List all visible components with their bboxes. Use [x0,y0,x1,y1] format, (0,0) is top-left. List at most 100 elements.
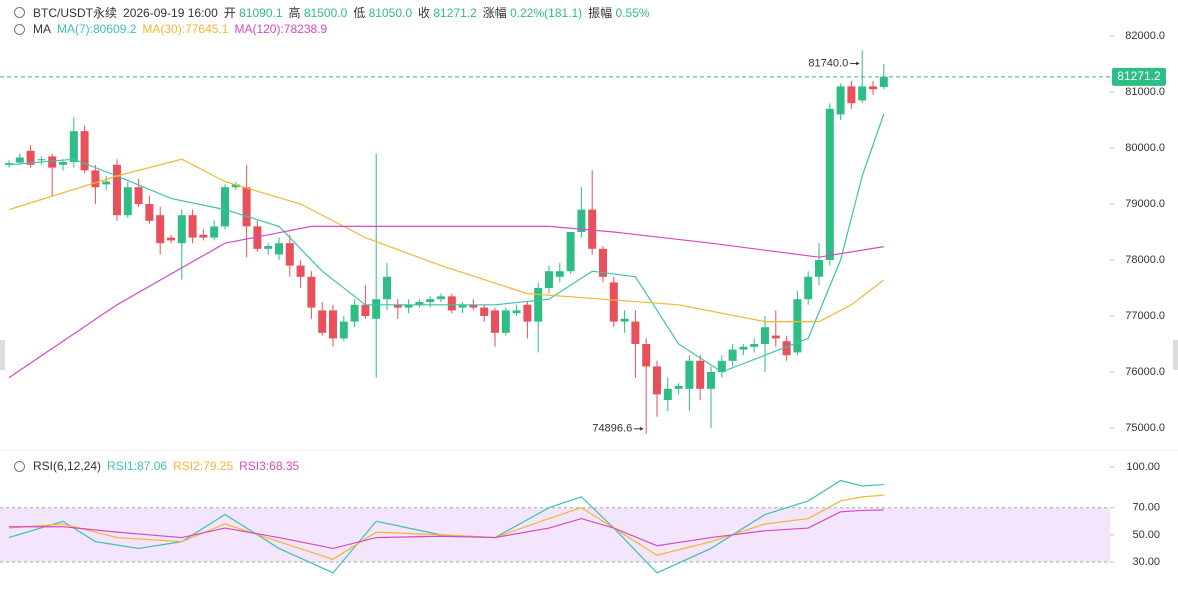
rsi-tick-label: 30.00 [1132,556,1160,568]
ma-legend: MA MA(7):80609.2 MA(30):77645.1 MA(120):78… [14,22,327,36]
candle-body [177,215,186,244]
candle-body [167,237,175,241]
rsi-title: RSI(6,12,24) [33,459,102,473]
candle-body [836,86,845,115]
y-tick-label: 76000.0 [1125,366,1165,378]
candle-body [242,187,251,227]
value: 81050.0 [368,6,413,20]
y-tick-label: 80000.0 [1125,142,1165,154]
candle-body [566,232,575,272]
candle-body [555,271,564,277]
candle-body [426,299,435,302]
rsi-tick-label: 70.00 [1132,502,1160,514]
candle-body [80,131,89,171]
candle-body [707,372,715,389]
indicator-line [8,225,884,379]
value: 0.55% [615,6,650,20]
candle-body [102,181,111,185]
candle-body [577,209,586,232]
label: 收 [418,6,431,20]
candle-body [804,276,813,300]
candle-body [393,304,402,308]
legend-entry: RSI1:87.06 [107,459,168,473]
candle-body [69,131,78,162]
candle-body [361,304,370,316]
candle-body [674,386,683,389]
candle-body [825,108,834,260]
candle-body [404,304,413,308]
y-tick-label: 78000.0 [1125,254,1165,266]
candle-body [188,215,197,238]
candle-body [221,187,229,227]
candle-body [253,226,262,249]
scroll-left[interactable] [0,340,5,370]
candle-body [231,184,240,188]
rsi-tick-label: 50.00 [1132,529,1160,541]
time: 2026-09-19 16:00 [123,5,218,20]
candle-body [372,299,381,319]
header: BTC/USDT永续 2026-09-19 16:00 开 81090.1 高 … [14,4,650,21]
arrow-head [640,426,644,431]
candle-body [339,321,348,339]
symbol: BTC/USDT永续 [33,6,118,20]
last-price-label: 81271.2 [1117,69,1161,83]
ma-title: MA [33,22,51,36]
candle-body [48,156,57,168]
legend-entry: RSI3:68.35 [239,459,300,473]
candle-body [523,304,532,322]
candle-body [620,318,629,322]
rsi-tick-label: 100.00 [1126,461,1160,473]
last-price-tag [1112,67,1166,86]
candle-body [728,349,737,361]
candle-body [491,310,499,333]
candle-body [458,304,467,308]
candle-body [869,86,877,90]
label: 低 [353,6,366,20]
candle-body [307,276,316,308]
label: 开 [223,6,236,20]
value: 81271.2 [433,6,477,20]
candle-body [469,304,478,308]
candle-body [113,164,121,216]
candle-body [631,321,640,344]
indicator-line [8,113,885,373]
candle-body [815,260,823,277]
candle-body [480,307,489,316]
rsi-legend: RSI(6,12,24) RSI1:87.06 RSI2:79.25 RSI3:68… [14,459,299,473]
candle-body [37,159,46,161]
min-label: 74896.6 [592,423,632,435]
candle-body [879,76,888,87]
scroll-right[interactable] [1173,340,1178,370]
candle-body [15,157,24,163]
candle-body [782,341,791,356]
indicator-line [9,509,884,550]
value: 0.22%(181.1) [510,6,583,20]
candle-body [761,327,769,344]
indicator-line [8,494,884,560]
candle-body [264,246,273,249]
candle-body [793,299,802,353]
candle-body [739,346,748,350]
candle-body [296,265,305,277]
candle-body [685,360,694,389]
value: 81090.1 [239,6,283,20]
legend-entry: RSI2:79.25 [173,459,234,473]
candle-body [59,162,67,165]
candle-body [545,271,553,288]
candle-body [26,150,35,165]
candle-body [599,248,607,277]
candle-body [5,163,13,165]
candle-body [199,234,208,238]
candle-body [415,302,424,305]
candle-body [123,187,132,216]
candle-body [134,187,143,204]
indicator-line [8,158,885,323]
value: 81500.0 [303,6,348,20]
candle-body [350,304,359,322]
y-tick-label: 79000.0 [1125,198,1165,210]
candle-body [437,296,445,300]
candle-body [663,388,672,400]
candle-body [383,276,391,300]
